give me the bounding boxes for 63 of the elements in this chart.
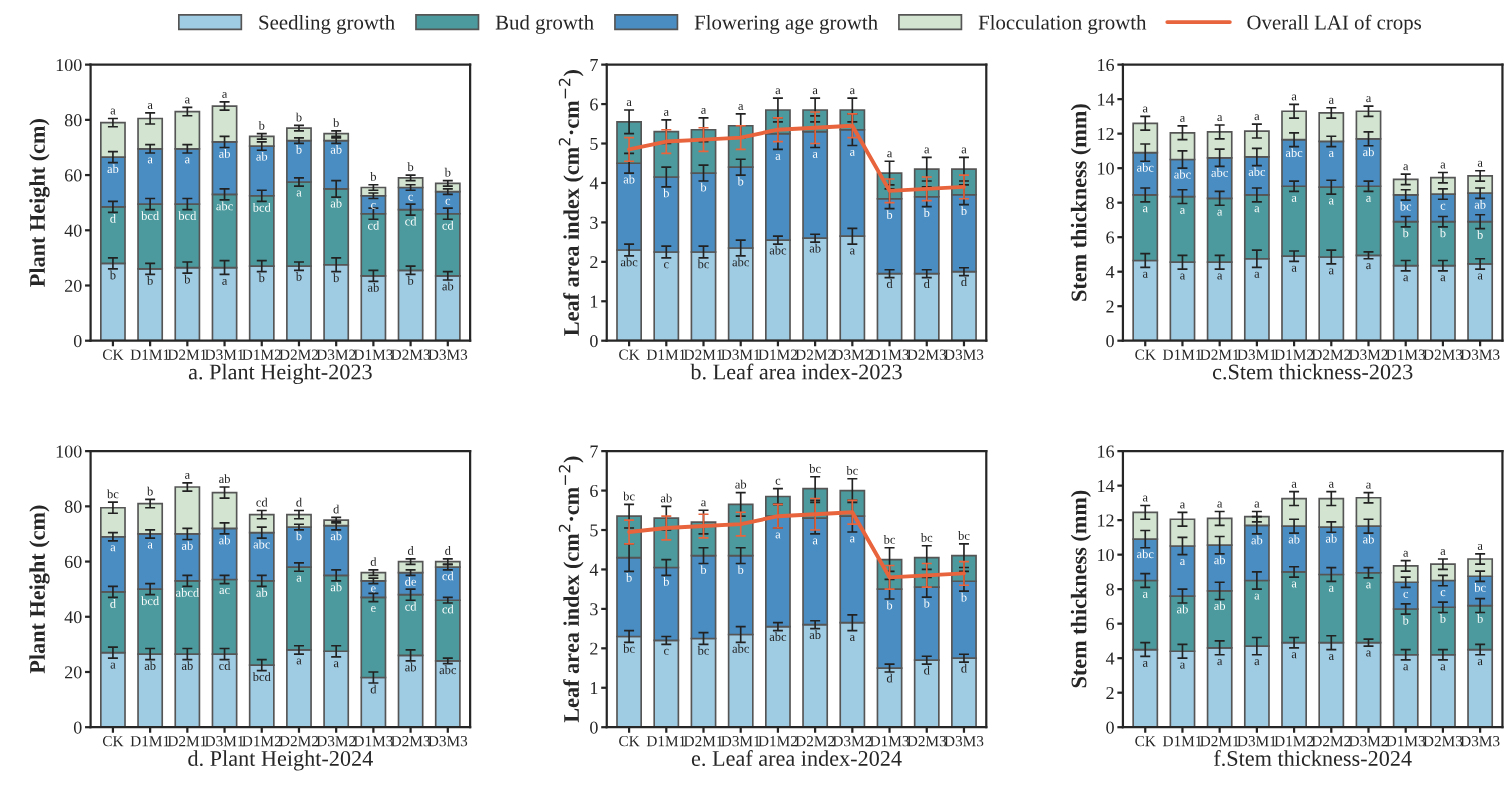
legend-label: Flocculation growth	[978, 14, 1147, 34]
y-tick-label: 0	[73, 721, 82, 734]
y-tick-label: 3	[590, 603, 598, 616]
y-tick-label: 100	[56, 58, 82, 72]
y-axis-title: Leaf area index (cm$^{2}$·cm$^{−2}$)	[558, 456, 584, 723]
y-tick-label: 2	[590, 642, 598, 655]
text: b. Leaf area index-2023	[690, 363, 902, 380]
text: d. Plant Height-2024	[188, 750, 373, 771]
legend-label: Overall LAI of crops	[1247, 14, 1421, 34]
y-tick-label: 2	[1106, 300, 1114, 313]
text: f.Stem thickness-2024	[1214, 750, 1412, 767]
y-tick-label: 4	[589, 177, 599, 190]
y-tick-label: 20	[65, 666, 82, 679]
y-tick-label: 6	[590, 484, 598, 498]
y-tick-label: 10	[1098, 162, 1114, 175]
y-tick-label: 4	[589, 563, 599, 576]
y-tick-label: 100	[56, 445, 82, 458]
y-tick-label: 12	[1098, 514, 1114, 527]
y-tick-label: 40	[64, 224, 82, 237]
y-tick-label: 14	[1098, 479, 1115, 492]
legend-label: Bud growth	[495, 14, 594, 34]
y-tick-label: 7	[590, 59, 598, 71]
text: e. Leaf area index-2024	[691, 750, 902, 767]
y-tick-label: 1	[590, 682, 598, 695]
y-tick-label: 10	[1098, 548, 1114, 562]
y-tick-label: 6	[1106, 231, 1115, 244]
y-tick-label: 8	[1106, 583, 1114, 596]
y-tick-label: 6	[590, 98, 598, 111]
y-tick-label: 16	[1098, 445, 1115, 458]
y-tick-label: 14	[1098, 93, 1115, 106]
y-tick-label: 80	[64, 500, 82, 513]
y-tick-label: 20	[65, 279, 82, 292]
y-tick-label: 6	[1106, 617, 1115, 631]
y-axis-title: Plant Height (cm)	[29, 505, 50, 674]
y-tick-label: 8	[1106, 196, 1114, 210]
text: a. Plant Height-2023	[188, 363, 372, 385]
y-tick-label: 5	[590, 137, 598, 150]
y-tick-label: 0	[590, 334, 598, 348]
y-tick-label: 0	[1106, 334, 1114, 348]
y-tick-label: 4	[1105, 266, 1115, 278]
y-tick-label: 1	[590, 295, 598, 308]
legend-label: Seedling growth	[259, 14, 395, 34]
y-tick-label: 12	[1098, 127, 1114, 140]
y-tick-label: 5	[590, 524, 598, 537]
y-tick-label: 60	[64, 555, 82, 568]
legend-label: Flowering age growth	[694, 14, 878, 34]
y-axis-title: Leaf area index (cm$^{2}$·cm$^{−2}$)	[558, 70, 584, 336]
y-tick-label: 40	[64, 611, 82, 624]
y-tick-label: 0	[1106, 721, 1114, 734]
y-tick-label: 0	[73, 334, 82, 348]
y-tick-label: 60	[64, 169, 82, 182]
y-tick-label: 16	[1098, 58, 1115, 72]
y-tick-label: 2	[1106, 687, 1114, 699]
y-tick-label: 80	[64, 114, 82, 127]
y-tick-label: 4	[1105, 652, 1115, 665]
text: c.Stem thickness-2023	[1212, 363, 1413, 380]
y-axis-title: Plant Height (cm)	[29, 119, 50, 287]
y-tick-label: 3	[590, 216, 598, 229]
y-tick-label: 0	[590, 721, 598, 734]
y-tick-label: 7	[590, 445, 598, 458]
y-axis-title: Stem thickness (mm)	[1070, 490, 1091, 688]
y-tick-label: 2	[590, 256, 598, 269]
y-axis-title: Stem thickness (mm)	[1070, 104, 1091, 301]
